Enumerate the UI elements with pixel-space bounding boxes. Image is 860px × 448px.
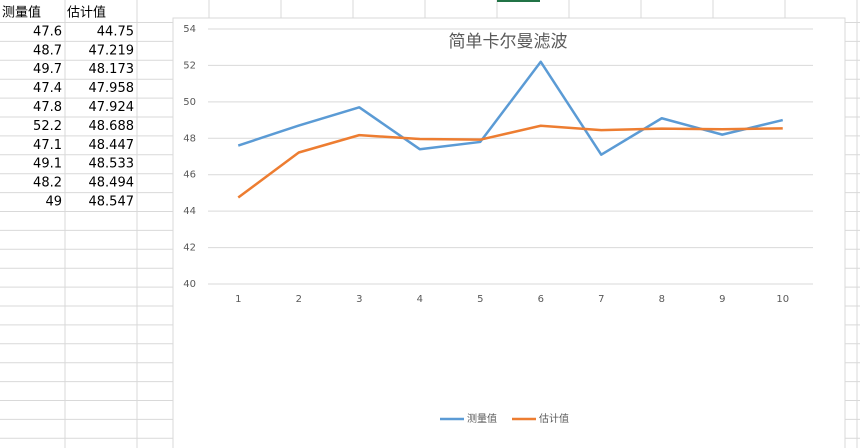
data-cell: 47.4 [33,81,62,96]
data-cell: 47.8 [33,100,62,115]
x-tick-label: 3 [356,294,362,305]
chart-title: 简单卡尔曼滤波 [449,32,568,52]
x-tick-label: 2 [296,294,302,305]
data-cell: 48.7 [33,43,62,58]
y-tick-label: 44 [183,206,196,217]
x-tick-label: 10 [776,294,789,305]
legend-label: 估计值 [539,412,569,425]
y-tick-label: 40 [183,279,196,290]
y-tick-label: 46 [183,170,196,181]
header-cell: 估计值 [67,5,106,21]
data-cell: 48.173 [89,62,135,77]
series-line [237,124,783,199]
x-tick-label: 1 [235,294,241,305]
x-tick-label: 5 [477,294,483,305]
y-tick-label: 48 [183,133,196,144]
data-cell: 52.2 [33,119,62,134]
data-cell: 44.75 [97,24,134,39]
data-cell: 48.547 [89,195,135,210]
y-tick-label: 42 [183,243,196,254]
series-line [237,60,784,156]
cells: 测量值 估计值 47.6 44.75 48.7 47.219 49.7 48.173 47.4 4… [2,5,134,210]
data-cell: 48.688 [89,119,135,134]
header-cell: 测量值 [2,5,41,21]
data-cell: 47.924 [89,100,135,115]
data-cell: 49 [45,195,62,210]
x-tick-label: 9 [719,294,725,305]
data-cell: 48.2 [33,176,62,191]
x-tick-label: 7 [598,294,604,305]
legend-label: 测量值 [467,412,497,425]
data-cell: 47.6 [33,24,62,39]
data-cell: 48.533 [89,157,135,172]
data-cell: 48.494 [89,176,135,191]
x-tick-label: 4 [417,294,423,305]
y-tick-label: 54 [183,24,196,35]
chart: 简单卡尔曼滤波 40 42 44 46 48 50 52 54 1 2 3 4 5 6 7 8 9 10 测量值 估计… [183,24,813,425]
x-tick-label: 6 [538,294,544,305]
y-tick-label: 52 [183,60,196,71]
data-cell: 49.1 [33,157,62,172]
data-cell: 47.958 [89,81,135,96]
data-cell: 47.219 [89,43,135,58]
data-cell: 49.7 [33,62,62,77]
data-cell: 48.447 [89,138,135,153]
chart-area[interactable] [172,17,846,448]
x-tick-label: 8 [659,294,665,305]
y-tick-label: 50 [183,97,196,108]
data-cell: 47.1 [33,138,62,153]
